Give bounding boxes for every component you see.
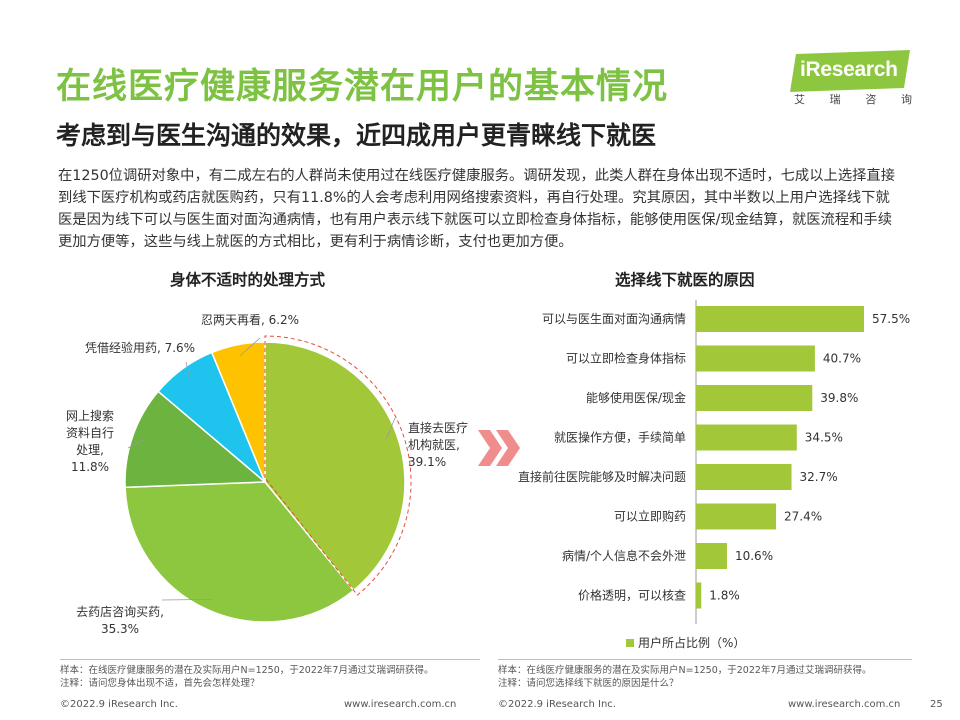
bar — [696, 503, 777, 530]
pie-slice-label: 忍两天再看, 6.2% — [201, 313, 299, 327]
page-title: 在线医疗健康服务潜在用户的基本情况 — [56, 67, 669, 107]
bar-category-label: 可以立即检查身体指标 — [566, 351, 686, 366]
footer-copyright: ©2022.9 iResearch Inc. — [60, 699, 178, 710]
bar-category-label: 价格透明，可以核查 — [578, 588, 686, 603]
pie-leader-line — [185, 361, 190, 378]
bar-category-label: 可以立即购药 — [614, 509, 686, 524]
bar-value-label: 10.6% — [735, 549, 773, 563]
bar-value-label: 40.7% — [823, 352, 861, 366]
note-sample: 样本：在线医疗健康服务的潜在及实际用户N=1250，于2022年7月通过艾瑞调研… — [60, 665, 434, 676]
bar-value-label: 39.8% — [820, 391, 858, 405]
pie-slice-label: 凭借经验用药, 7.6% — [85, 340, 195, 355]
pie-leader-line — [127, 439, 144, 449]
bar-category-label: 直接前往医院能够及时解决问题 — [518, 469, 686, 484]
page-subtitle: 考虑到与医生沟通的效果，近四成用户更青睐线下就医 — [56, 121, 657, 150]
bar-category-label: 病情/个人信息不会外泄 — [562, 548, 686, 563]
bar — [696, 582, 702, 609]
logo-char: 询 — [900, 93, 912, 106]
bar-category-label: 能够使用医保/现金 — [586, 390, 686, 405]
pie-slice-label: 网上搜索资料自行处理, 11.8% — [66, 408, 114, 474]
logo-char: 咨 — [865, 93, 877, 106]
note-sample: 样本：在线医疗健康服务的潜在及实际用户N=1250，于2022年7月通过艾瑞调研… — [498, 665, 872, 676]
pie-chart: 直接去医疗机构就医, 39.1% 去药店咨询买药, 35.3% 网上搜索资料自行处理, 1… — [66, 313, 468, 636]
pie-slice — [264, 341, 406, 592]
footer-url[interactable]: www.iresearch.com.cn — [788, 699, 901, 710]
bar — [696, 543, 727, 569]
iresearch-logo — [790, 50, 910, 92]
bar-value-label: 1.8% — [709, 589, 740, 603]
pie-leader-line — [239, 337, 261, 356]
note-comment: 注释：请问您身体出现不适，首先会怎样处理？ — [60, 678, 260, 689]
divider — [60, 659, 480, 660]
logo-text: iResearch — [800, 58, 898, 81]
bar — [696, 385, 813, 411]
bar — [696, 424, 797, 451]
pie-chart-title: 身体不适时的处理方式 — [170, 271, 326, 289]
bar — [696, 464, 792, 490]
pie-leader-line — [385, 417, 396, 439]
legend-swatch — [626, 639, 634, 647]
logo-chinese: 艾 瑞 咨 询 — [794, 91, 912, 107]
pie-slice — [124, 481, 355, 623]
bar-value-label: 27.4% — [784, 510, 822, 524]
pie-slice-label: 去药店咨询买药, 35.3% — [76, 604, 164, 636]
note-left: 样本：在线医疗健康服务的潜在及实际用户N=1250，于2022年7月通过艾瑞调研… — [60, 664, 433, 690]
bar-chart: 可以与医生面对面沟通病情 57.5% 可以立即检查身体指标 40.7% 能够使用医保/现… — [518, 300, 910, 650]
bar — [696, 345, 815, 372]
pie-slice — [124, 390, 267, 489]
chevron-arrow-icon — [478, 430, 520, 466]
logo-char: 艾 — [794, 93, 805, 106]
bar-value-label: 34.5% — [805, 431, 843, 445]
note-comment: 注释：请问您选择线下就医的原因是什么？ — [498, 678, 679, 689]
page-number: 25 — [930, 699, 943, 710]
bar-value-label: 32.7% — [800, 470, 838, 484]
bar-value-label: 57.5% — [872, 312, 910, 326]
note-right: 样本：在线医疗健康服务的潜在及实际用户N=1250，于2022年7月通过艾瑞调研… — [498, 664, 871, 690]
intro-paragraph: 在1250位调研对象中，有二成左右的人群尚未使用过在线医疗健康服务。调研发现，此… — [58, 168, 896, 250]
bar-category-label: 就医操作方便，手续简单 — [554, 430, 686, 445]
pie-leader-line — [161, 598, 213, 601]
logo-char: 瑞 — [829, 93, 841, 106]
bar-category-label: 可以与医生面对面沟通病情 — [542, 311, 686, 326]
legend-label: 用户所占比例（%） — [638, 635, 745, 650]
footer-url[interactable]: www.iresearch.com.cn — [344, 699, 457, 710]
divider — [498, 659, 912, 660]
footer-copyright: ©2022.9 iResearch Inc. — [498, 699, 616, 710]
bar-chart-title: 选择线下就医的原因 — [615, 271, 755, 289]
pie-slice-label: 直接去医疗机构就医, 39.1% — [408, 420, 468, 469]
bar — [696, 306, 864, 332]
